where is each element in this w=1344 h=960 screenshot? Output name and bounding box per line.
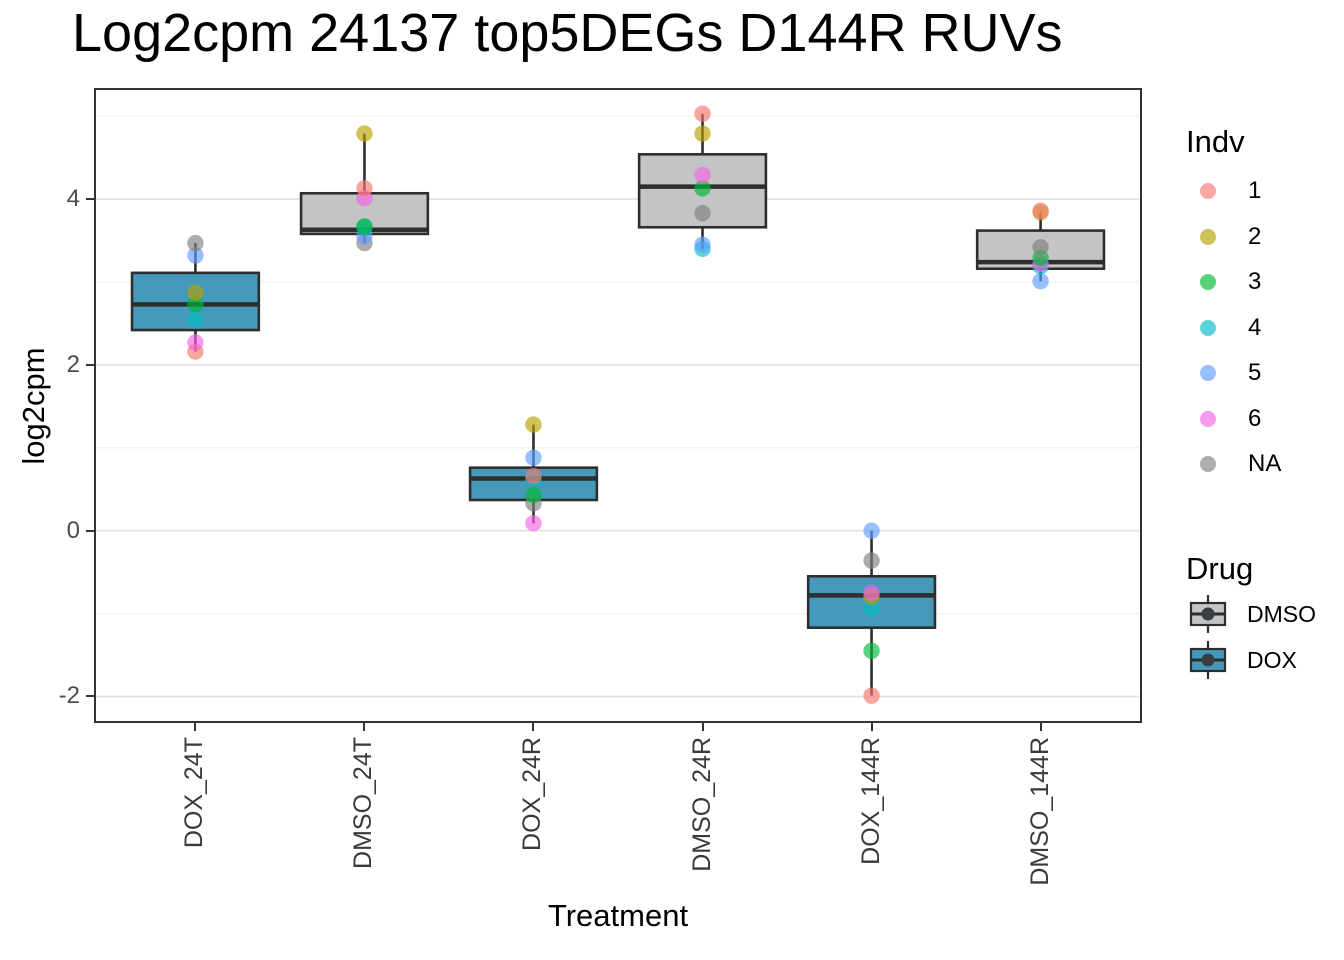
legend-indv-label-1: 1 bbox=[1248, 177, 1262, 204]
legend-indv-key-NA bbox=[1200, 456, 1216, 472]
y-tick-label: -2 bbox=[58, 682, 80, 710]
point-DOX_144R-indv-6 bbox=[863, 584, 880, 602]
point-DMSO_24R-indv-3 bbox=[694, 180, 711, 197]
legend-drug-title: Drug bbox=[1186, 551, 1254, 586]
point-DOX_24T-indv-3 bbox=[187, 296, 204, 313]
point-DMSO_24T-indv-1 bbox=[356, 180, 373, 197]
x-tick-mark bbox=[363, 723, 366, 731]
point-DMSO_24T-indv-3 bbox=[356, 218, 373, 235]
legend-drug-key-DMSO bbox=[1189, 593, 1227, 640]
point-DOX_24R-indv-3 bbox=[525, 486, 542, 504]
chart-title: Log2cpm 24137 top5DEGs D144R RUVs bbox=[72, 3, 1063, 63]
legend-indv-label-3: 3 bbox=[1248, 268, 1262, 295]
legend-indv-label-2: 2 bbox=[1248, 222, 1262, 250]
x-tick-label-DOX_144R: DOX_144R bbox=[856, 737, 885, 865]
point-DMSO_24R-indv-1 bbox=[694, 105, 711, 122]
point-DMSO_24R-indv-NA bbox=[694, 204, 711, 222]
legend-indv-label-NA: NA bbox=[1248, 450, 1282, 477]
y-tick-mark bbox=[86, 198, 94, 201]
boxplot-key-icon bbox=[1189, 595, 1227, 633]
y-tick-label: 0 bbox=[66, 516, 80, 544]
legend-indv-label-6: 6 bbox=[1248, 404, 1262, 432]
y-tick-mark bbox=[86, 529, 94, 532]
point-DOX_24T-indv-6 bbox=[187, 334, 204, 351]
x-tick-mark bbox=[701, 723, 704, 731]
x-tick-mark bbox=[870, 723, 873, 731]
legend-indv-key-3 bbox=[1200, 274, 1216, 290]
point-DOX_24T-indv-NA bbox=[187, 234, 204, 252]
y-tick-label: 2 bbox=[66, 350, 80, 378]
x-tick-mark bbox=[194, 723, 197, 731]
point-DMSO_144R-indv-1 bbox=[1032, 202, 1049, 219]
x-tick-mark bbox=[532, 723, 535, 731]
x-tick-label-DOX_24R: DOX_24R bbox=[518, 737, 547, 851]
point-DOX_144R-indv-5 bbox=[863, 522, 880, 539]
y-tick-mark bbox=[86, 695, 94, 698]
legend-indv-label-5: 5 bbox=[1248, 359, 1262, 386]
legend-drug-key-DOX bbox=[1189, 639, 1227, 686]
plot-panel bbox=[94, 88, 1142, 723]
point-DOX_24R-indv-6 bbox=[525, 515, 542, 532]
point-DOX_24T-indv-2 bbox=[187, 284, 204, 301]
legend-indv-key-2 bbox=[1200, 228, 1216, 245]
point-DOX_24R-indv-2 bbox=[525, 416, 542, 433]
y-tick-mark bbox=[86, 363, 94, 366]
point-DMSO_24R-indv-2 bbox=[694, 125, 711, 142]
x-tick-label-DMSO_24R: DMSO_24R bbox=[687, 737, 716, 872]
point-DMSO_24T-indv-2 bbox=[356, 125, 373, 142]
point-DOX_24R-indv-1 bbox=[525, 467, 542, 485]
y-tick-label: 4 bbox=[66, 185, 80, 213]
legend-indv-key-1 bbox=[1200, 183, 1216, 199]
legend-drug-label-DOX: DOX bbox=[1247, 647, 1297, 673]
legend-indv-key-6 bbox=[1200, 410, 1216, 427]
point-DMSO_144R-indv-5 bbox=[1032, 272, 1049, 290]
point-DOX_144R-indv-1 bbox=[863, 687, 880, 704]
point-DOX_144R-indv-3 bbox=[863, 642, 880, 660]
legend-drug-label-DMSO: DMSO bbox=[1247, 601, 1316, 627]
x-tick-label-DMSO_144R: DMSO_144R bbox=[1025, 737, 1054, 886]
legend-indv-key-4 bbox=[1200, 319, 1216, 336]
point-DOX_24R-indv-5 bbox=[525, 449, 542, 466]
panel-border bbox=[94, 88, 1142, 723]
point-DOX_144R-indv-NA bbox=[863, 552, 880, 569]
point-DOX_24T-indv-5 bbox=[187, 247, 204, 264]
legend-indv-key-5 bbox=[1200, 365, 1216, 381]
boxplot-key-icon bbox=[1189, 641, 1227, 679]
x-axis-title: Treatment bbox=[547, 898, 689, 933]
x-tick-mark bbox=[1039, 723, 1042, 731]
point-DMSO_144R-indv-NA bbox=[1032, 238, 1049, 256]
point-DOX_144R-indv-4 bbox=[863, 600, 880, 617]
legend-indv-label-4: 4 bbox=[1248, 313, 1262, 341]
legend-indv-title: Indv bbox=[1186, 124, 1245, 159]
point-DMSO_24R-indv-6 bbox=[694, 166, 711, 184]
point-DMSO_24R-indv-5 bbox=[694, 236, 711, 253]
point-DOX_24T-indv-4 bbox=[187, 311, 204, 328]
x-tick-label-DMSO_24T: DMSO_24T bbox=[349, 737, 378, 869]
x-tick-label-DOX_24T: DOX_24T bbox=[180, 737, 209, 849]
